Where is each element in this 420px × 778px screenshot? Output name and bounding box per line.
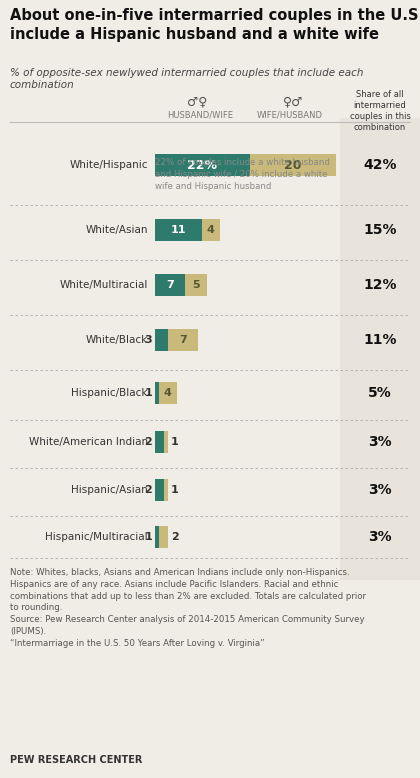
- Text: Hispanic/Black: Hispanic/Black: [71, 387, 148, 398]
- Text: 2: 2: [171, 532, 178, 542]
- Text: 2: 2: [144, 436, 152, 447]
- Text: Hispanic/Asian: Hispanic/Asian: [71, 485, 148, 495]
- Text: 11%: 11%: [363, 333, 397, 347]
- Text: White/Asian: White/Asian: [86, 225, 148, 235]
- Bar: [168, 329, 198, 351]
- Bar: [155, 219, 202, 241]
- Text: 5: 5: [192, 280, 199, 290]
- Text: HUSBAND/WIFE: HUSBAND/WIFE: [167, 110, 233, 119]
- Text: 4: 4: [207, 225, 215, 235]
- Text: 1: 1: [144, 387, 152, 398]
- Text: 3%: 3%: [368, 482, 392, 496]
- Text: 7: 7: [166, 280, 174, 290]
- Bar: [155, 329, 168, 351]
- Text: 22% of couples include a white husband
and Hispanic wife / 20% include a white
w: 22% of couples include a white husband a…: [155, 158, 330, 191]
- Text: ♂♀: ♂♀: [187, 95, 207, 108]
- Text: WIFE/HUSBAND: WIFE/HUSBAND: [257, 110, 323, 119]
- Bar: [249, 154, 336, 176]
- Bar: [159, 381, 176, 404]
- Bar: [340, 118, 420, 580]
- Text: 1: 1: [171, 436, 178, 447]
- Bar: [155, 430, 164, 453]
- Text: Share of all
intermarried
couples in this
combination: Share of all intermarried couples in thi…: [349, 90, 410, 132]
- Bar: [155, 274, 185, 296]
- Bar: [155, 526, 159, 548]
- Text: Hispanic/Multiracial: Hispanic/Multiracial: [45, 532, 148, 542]
- Text: White/Multiracial: White/Multiracial: [60, 280, 148, 290]
- Bar: [155, 478, 164, 500]
- Text: 22%: 22%: [187, 159, 217, 171]
- Text: 42%: 42%: [363, 158, 397, 172]
- Text: ♀♂: ♀♂: [283, 95, 303, 108]
- Text: White/Hispanic: White/Hispanic: [69, 160, 148, 170]
- Text: 20: 20: [284, 159, 302, 171]
- Bar: [159, 526, 168, 548]
- Bar: [185, 274, 207, 296]
- Text: 1: 1: [144, 532, 152, 542]
- Text: 2: 2: [144, 485, 152, 495]
- Bar: [202, 219, 220, 241]
- Bar: [164, 430, 168, 453]
- Text: 15%: 15%: [363, 223, 397, 237]
- Text: 11: 11: [171, 225, 186, 235]
- Text: 3%: 3%: [368, 530, 392, 544]
- Text: Note: Whites, blacks, Asians and American Indians include only non-Hispanics.
Hi: Note: Whites, blacks, Asians and America…: [10, 568, 366, 648]
- Text: 4: 4: [164, 387, 172, 398]
- Text: White/Black: White/Black: [86, 335, 148, 345]
- Text: About one-in-five intermarried couples in the U.S.
include a Hispanic husband an: About one-in-five intermarried couples i…: [10, 8, 420, 41]
- Text: White/American Indian: White/American Indian: [29, 436, 148, 447]
- Text: % of opposite-sex newlywed intermarried couples that include each
combination: % of opposite-sex newlywed intermarried …: [10, 68, 363, 90]
- Text: 1: 1: [171, 485, 178, 495]
- Bar: [155, 381, 159, 404]
- Text: 7: 7: [179, 335, 187, 345]
- Text: 3: 3: [144, 335, 152, 345]
- Text: 5%: 5%: [368, 386, 392, 399]
- Text: 12%: 12%: [363, 278, 397, 292]
- Bar: [155, 154, 249, 176]
- Text: 3%: 3%: [368, 434, 392, 448]
- Text: PEW RESEARCH CENTER: PEW RESEARCH CENTER: [10, 755, 142, 765]
- Bar: [164, 478, 168, 500]
